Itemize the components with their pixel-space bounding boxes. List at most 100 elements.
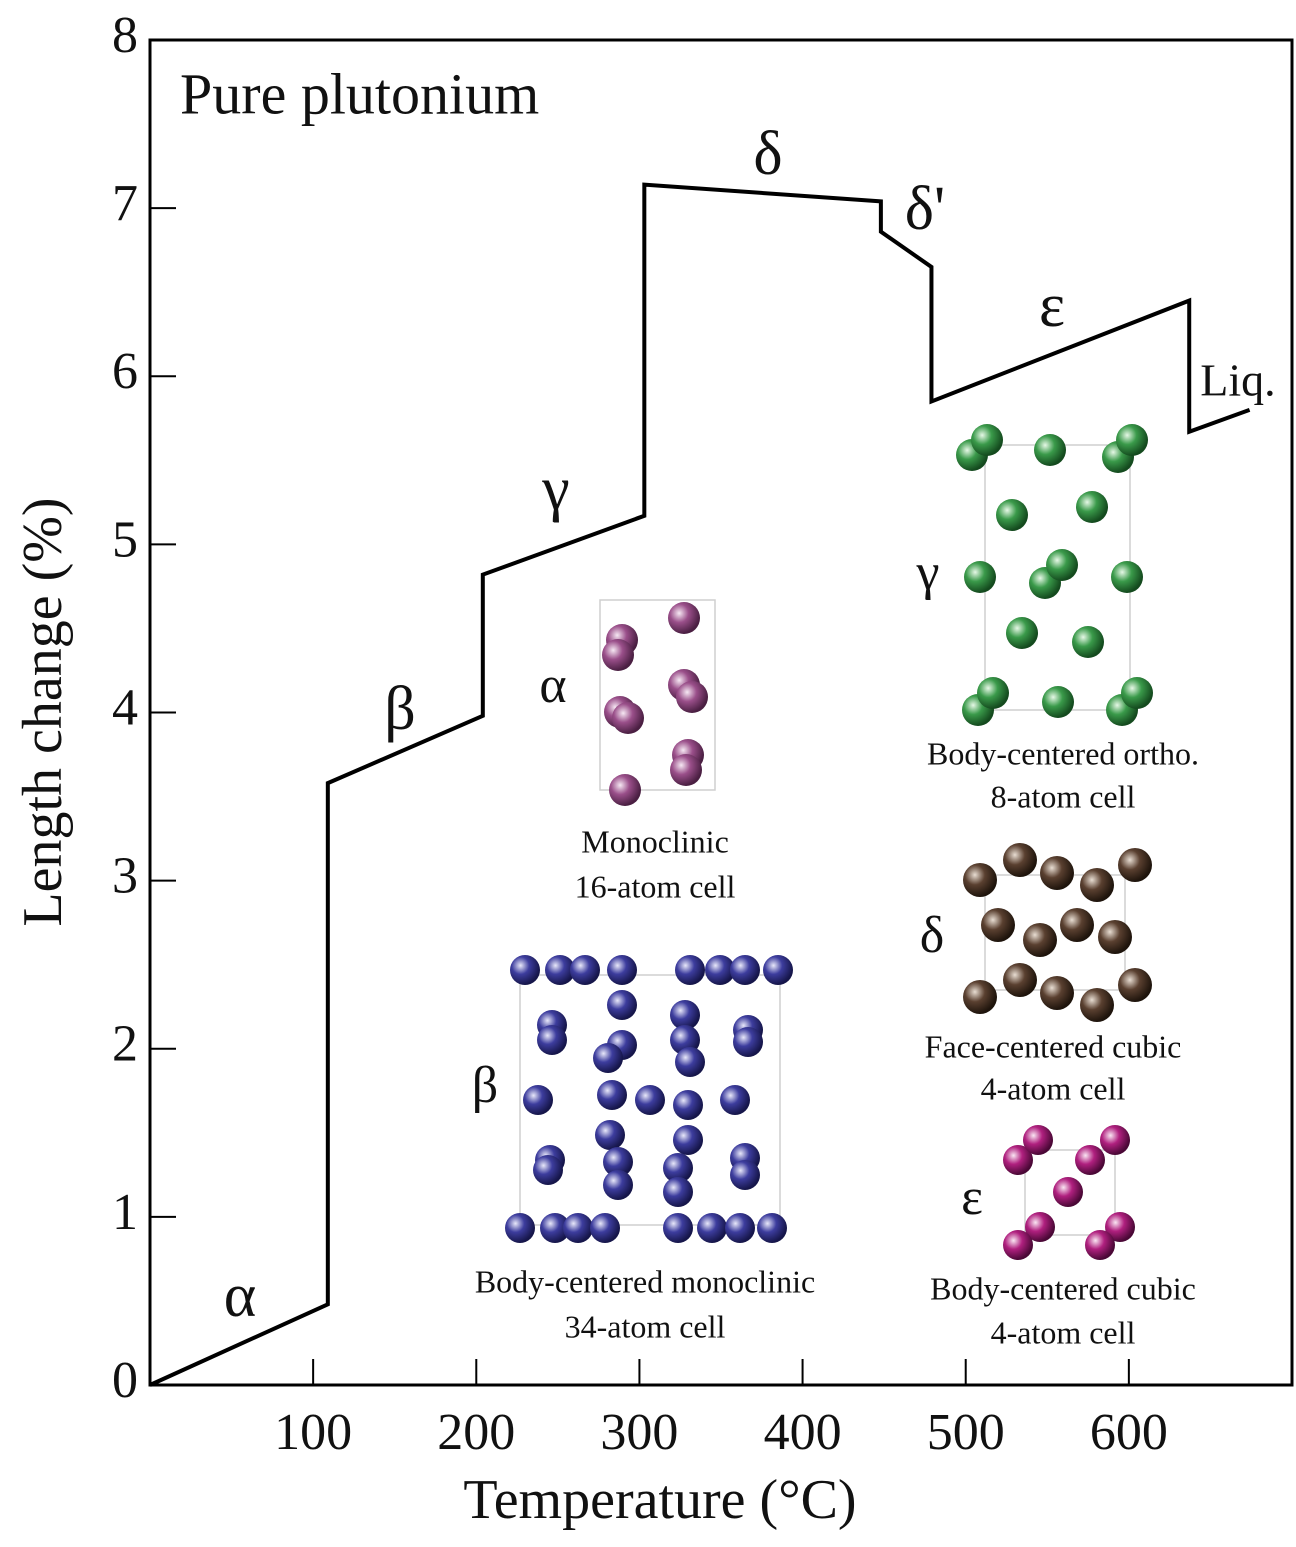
atom [602,639,634,671]
atom [607,990,637,1020]
atom [733,1027,763,1057]
atom [1023,923,1057,957]
atom [1003,1230,1033,1260]
annotation: δ' [905,175,945,243]
atom [635,1085,665,1115]
atom [663,1213,693,1243]
atom [670,1000,700,1030]
annotation: Body-centered monoclinic [475,1263,815,1299]
atom [963,980,997,1014]
atom [1042,686,1074,718]
chart-title: Pure plutonium [180,61,539,126]
annotation: α [224,1262,256,1330]
annotation: γ [541,455,569,523]
atom [523,1085,553,1115]
atom [676,681,708,713]
atom [609,774,641,806]
annotation: Body-centered ortho. [927,735,1199,771]
atom [697,1213,727,1243]
annotation: δ [920,907,945,964]
annotation: 4-atom cell [981,1070,1126,1106]
atom [1118,848,1152,882]
atom [595,1120,625,1150]
atom [1053,1177,1083,1207]
atom [1003,843,1037,877]
atom [593,1043,623,1073]
atom [673,1125,703,1155]
atom [963,863,997,897]
atom [533,1155,563,1185]
atom [964,561,996,593]
atom [971,424,1003,456]
atom [545,955,575,985]
atom [996,499,1028,531]
annotation: α [539,657,566,714]
atom [663,1177,693,1207]
atom [505,1213,535,1243]
x-tick-label: 100 [274,1404,352,1461]
atom [1076,491,1108,523]
y-tick-label: 5 [112,511,138,568]
atom [510,955,540,985]
atom [1060,908,1094,942]
atom [1025,1212,1055,1242]
annotation: β [472,1057,498,1114]
atom [1046,549,1078,581]
y-tick-label: 6 [112,343,138,400]
atom [705,955,735,985]
annotation: 8-atom cell [991,778,1136,814]
atom [1118,968,1152,1002]
atom [1003,963,1037,997]
atom [1040,856,1074,890]
annotation: β [384,675,416,743]
y-tick-label: 2 [112,1016,138,1073]
x-tick-label: 400 [764,1404,842,1461]
atom [1121,677,1153,709]
annotation: 16-atom cell [575,868,736,904]
annotation: 4-atom cell [991,1314,1136,1350]
x-tick-label: 300 [600,1404,678,1461]
atom [590,1213,620,1243]
y-tick-label: 4 [112,679,138,736]
atom [540,1213,570,1243]
atom [670,754,702,786]
atom [1023,1125,1053,1155]
annotation: δ [753,120,782,188]
atom [757,1213,787,1243]
annotation: ε [961,1169,983,1226]
annotation: Monoclinic [581,823,729,859]
atom [1111,561,1143,593]
annotation: γ [916,544,940,601]
atom [1098,920,1132,954]
atom [1080,988,1114,1022]
x-tick-label: 200 [437,1404,515,1461]
atom [675,955,705,985]
atom [981,908,1015,942]
atom [597,1080,627,1110]
atom [1006,617,1038,649]
annotation: Liq. [1200,355,1275,406]
atom [1085,1230,1115,1260]
cell-outline [599,599,716,791]
atom [663,1153,693,1183]
x-axis-title: Temperature (°C) [463,1469,856,1531]
atom [603,1147,633,1177]
atom [1100,1125,1130,1155]
y-tick-label: 7 [112,175,138,232]
cell-outline [519,974,781,1226]
atom [563,1213,593,1243]
y-tick-label: 8 [112,7,138,64]
atom [1003,1145,1033,1175]
atom [673,1090,703,1120]
y-tick-label: 3 [112,848,138,905]
atom [730,1160,760,1190]
atom [763,955,793,985]
atom [1080,868,1114,902]
atom [570,955,600,985]
atom [607,955,637,985]
atom [603,1170,633,1200]
atom [1116,424,1148,456]
atom [537,1025,567,1055]
x-tick-label: 500 [927,1404,1005,1461]
